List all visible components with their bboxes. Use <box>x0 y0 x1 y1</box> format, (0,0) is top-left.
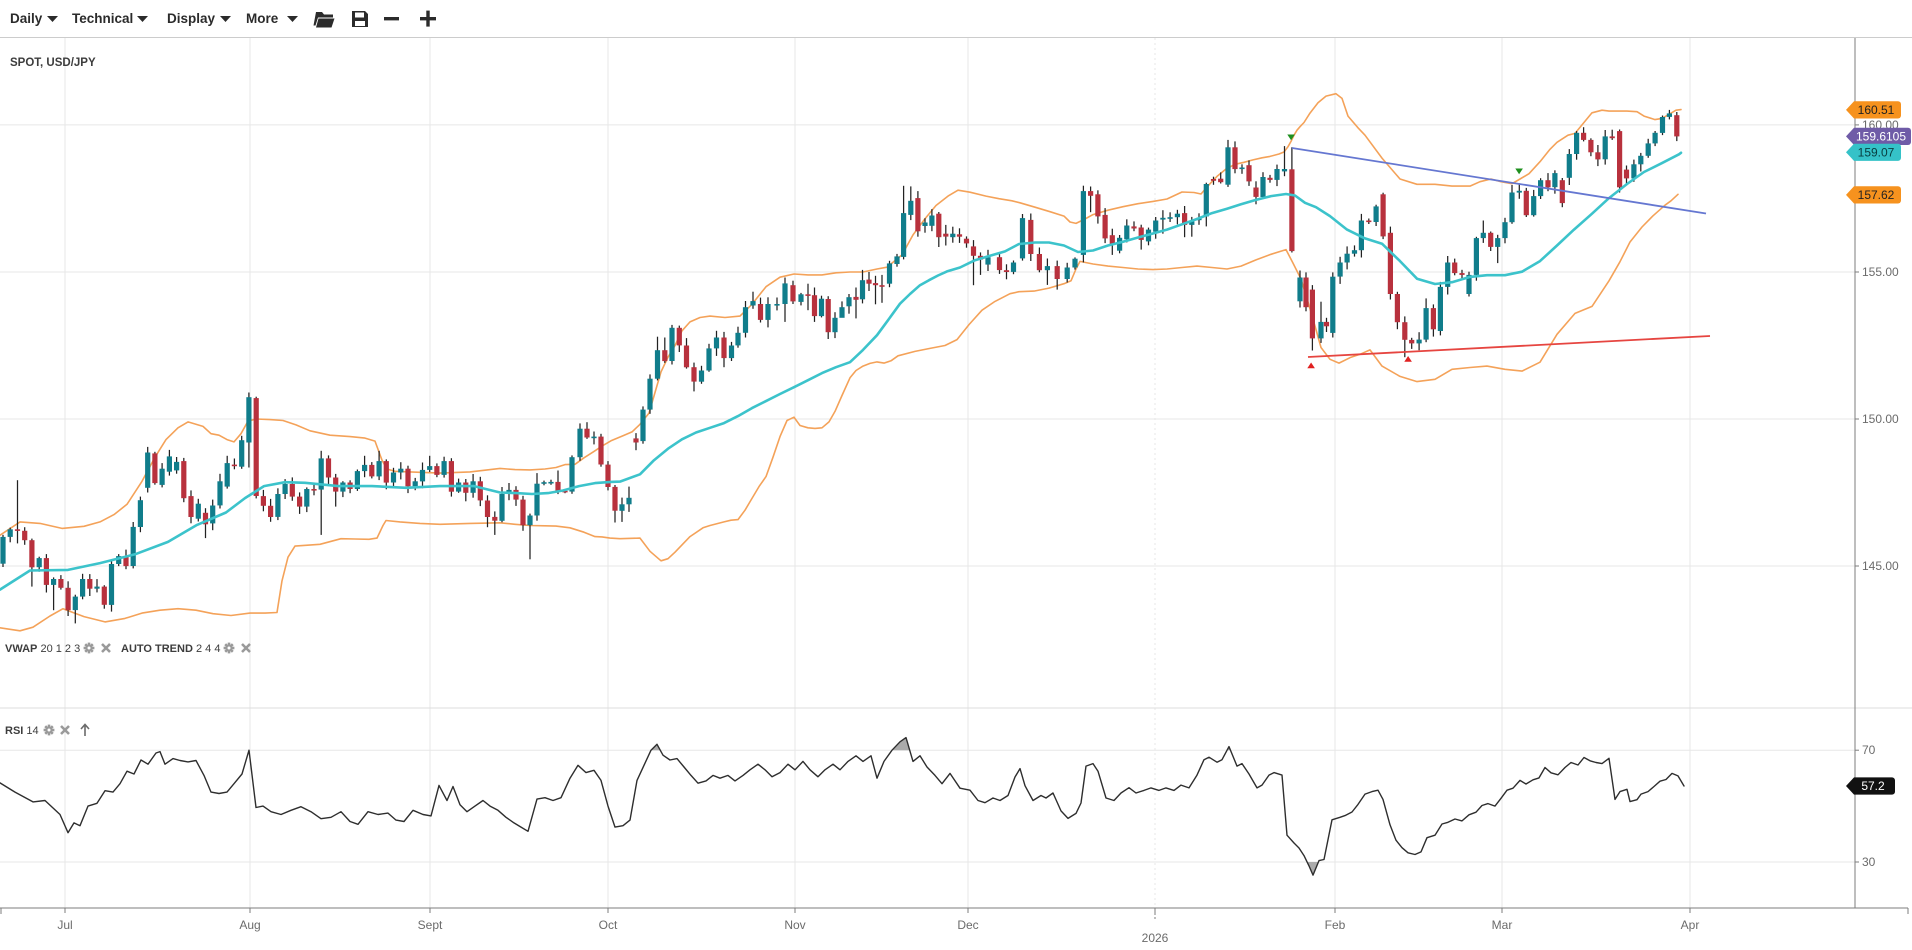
svg-text:57.2: 57.2 <box>1861 779 1885 793</box>
svg-text:Technical: Technical <box>72 11 133 26</box>
svg-text:157.62: 157.62 <box>1858 188 1895 202</box>
svg-text:145.00: 145.00 <box>1862 559 1899 573</box>
svg-text:159.6105: 159.6105 <box>1856 130 1906 144</box>
svg-text:Jul: Jul <box>57 918 72 932</box>
svg-text:155.00: 155.00 <box>1862 265 1899 279</box>
svg-text:Oct: Oct <box>599 918 618 932</box>
svg-text:VWAP 20 1 2 3: VWAP 20 1 2 3 <box>5 643 80 655</box>
svg-text:Nov: Nov <box>784 918 805 932</box>
svg-text:Feb: Feb <box>1325 918 1346 932</box>
svg-text:Display: Display <box>167 11 216 26</box>
svg-text:Daily: Daily <box>10 11 43 26</box>
svg-text:RSI 14: RSI 14 <box>5 725 39 737</box>
svg-text:30: 30 <box>1862 855 1876 869</box>
svg-text:70: 70 <box>1862 743 1876 757</box>
svg-text:More: More <box>246 11 279 26</box>
svg-text:AUTO TREND 2 4 4: AUTO TREND 2 4 4 <box>121 643 220 655</box>
svg-text:Apr: Apr <box>1681 918 1700 932</box>
svg-text:2026: 2026 <box>1142 931 1169 945</box>
svg-text:Aug: Aug <box>239 918 260 932</box>
svg-text:Dec: Dec <box>957 918 978 932</box>
svg-text:160.51: 160.51 <box>1858 103 1895 117</box>
svg-text:159.07: 159.07 <box>1858 146 1895 160</box>
svg-text:SPOT, USD/JPY: SPOT, USD/JPY <box>10 57 96 69</box>
svg-text:Mar: Mar <box>1492 918 1513 932</box>
svg-text:150.00: 150.00 <box>1862 412 1899 426</box>
svg-text:Sept: Sept <box>418 918 443 932</box>
